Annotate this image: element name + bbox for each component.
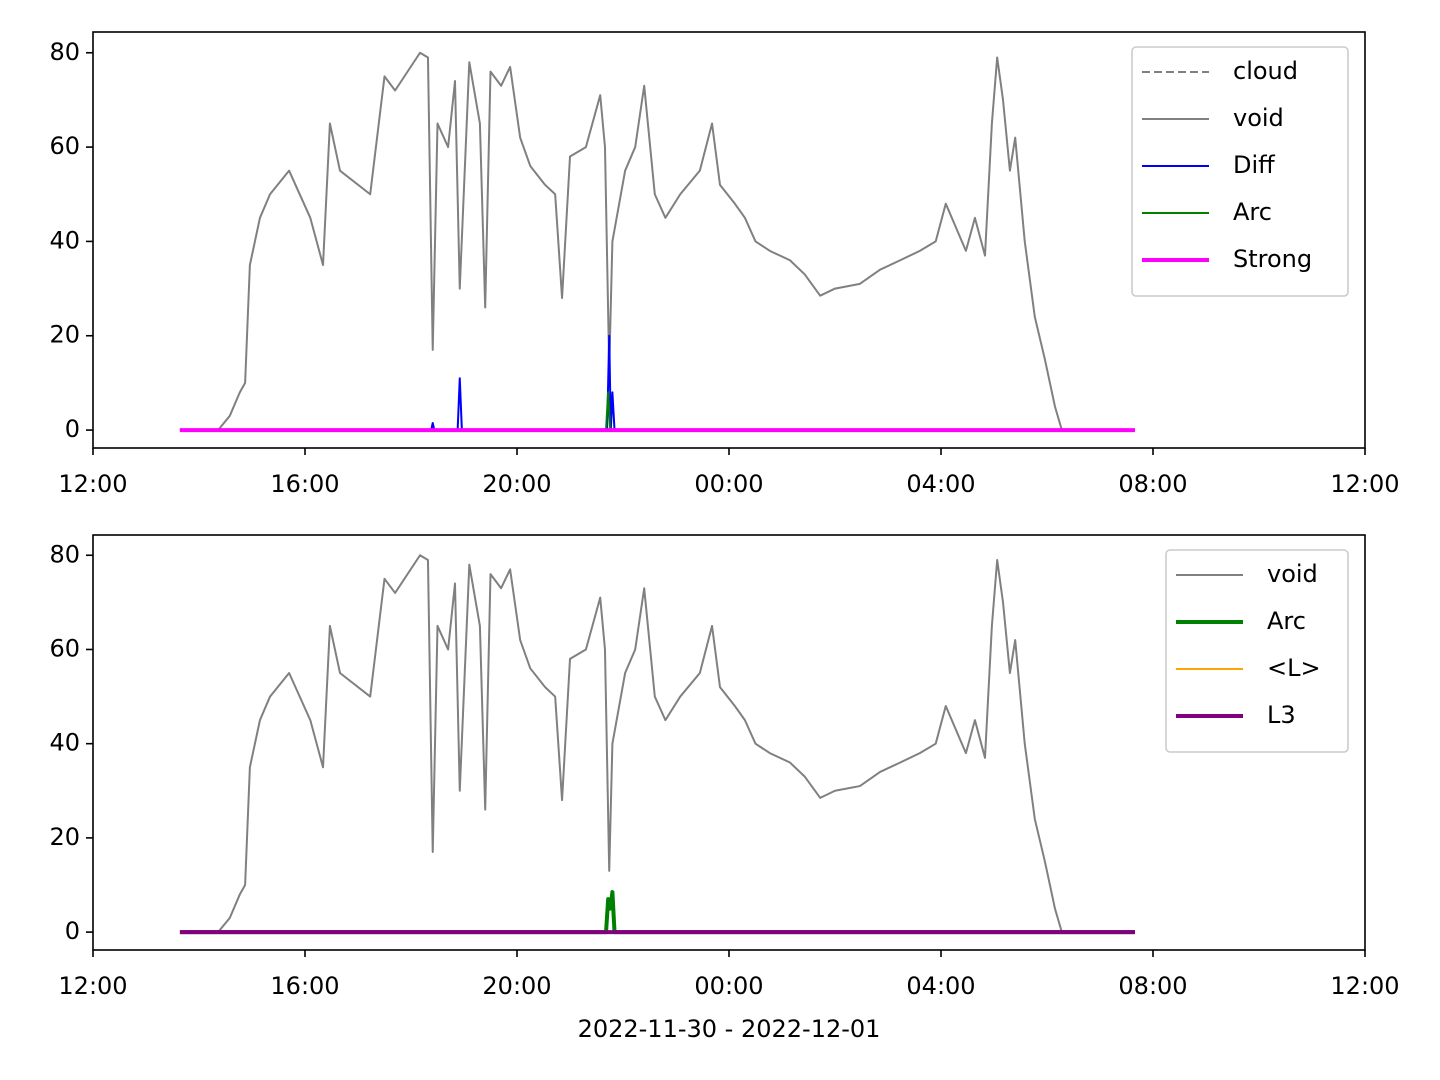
legend-label: L3 <box>1267 701 1296 729</box>
series-line <box>217 554 1063 933</box>
x-tick-label: 00:00 <box>694 470 763 498</box>
x-tick-label: 20:00 <box>482 470 551 498</box>
x-tick-label: 08:00 <box>1118 972 1187 1000</box>
x-tick-label: 04:00 <box>906 470 975 498</box>
legend-label: Arc <box>1267 607 1306 635</box>
legend-label: void <box>1267 560 1318 588</box>
legend-label: cloud <box>1233 57 1298 85</box>
legend-label: <L> <box>1267 654 1321 682</box>
y-tick-label: 20 <box>49 823 80 851</box>
x-tick-label: 08:00 <box>1118 470 1187 498</box>
series-line <box>179 334 1135 432</box>
x-tick-label: 04:00 <box>906 972 975 1000</box>
y-tick-label: 20 <box>49 321 80 349</box>
y-tick-label: 40 <box>49 226 80 254</box>
legend-label: Arc <box>1233 198 1272 226</box>
y-tick-label: 40 <box>49 729 80 757</box>
series-line <box>179 890 1135 935</box>
legend-label: Diff <box>1233 151 1275 179</box>
x-tick-label: 16:00 <box>270 972 339 1000</box>
legend-box <box>1131 46 1349 297</box>
y-tick-label: 80 <box>49 38 80 66</box>
y-tick-label: 80 <box>49 540 80 568</box>
y-tick-label: 60 <box>49 132 80 160</box>
x-tick-label: 12:00 <box>1330 972 1399 1000</box>
x-tick-label: 00:00 <box>694 972 763 1000</box>
x-axis-label: 2022-11-30 - 2022-12-01 <box>578 1015 881 1043</box>
y-tick-label: 0 <box>65 917 80 945</box>
y-tick-label: 60 <box>49 634 80 662</box>
y-tick-label: 0 <box>65 415 80 443</box>
x-tick-label: 20:00 <box>482 972 551 1000</box>
x-tick-label: 12:00 <box>58 470 127 498</box>
series-line <box>217 51 1063 431</box>
x-tick-label: 16:00 <box>270 470 339 498</box>
legend-label: Strong <box>1233 245 1312 273</box>
x-tick-label: 12:00 <box>58 972 127 1000</box>
legend-box <box>1165 549 1349 753</box>
x-tick-label: 12:00 <box>1330 470 1399 498</box>
legend-label: void <box>1233 104 1284 132</box>
series-line <box>179 391 1135 432</box>
